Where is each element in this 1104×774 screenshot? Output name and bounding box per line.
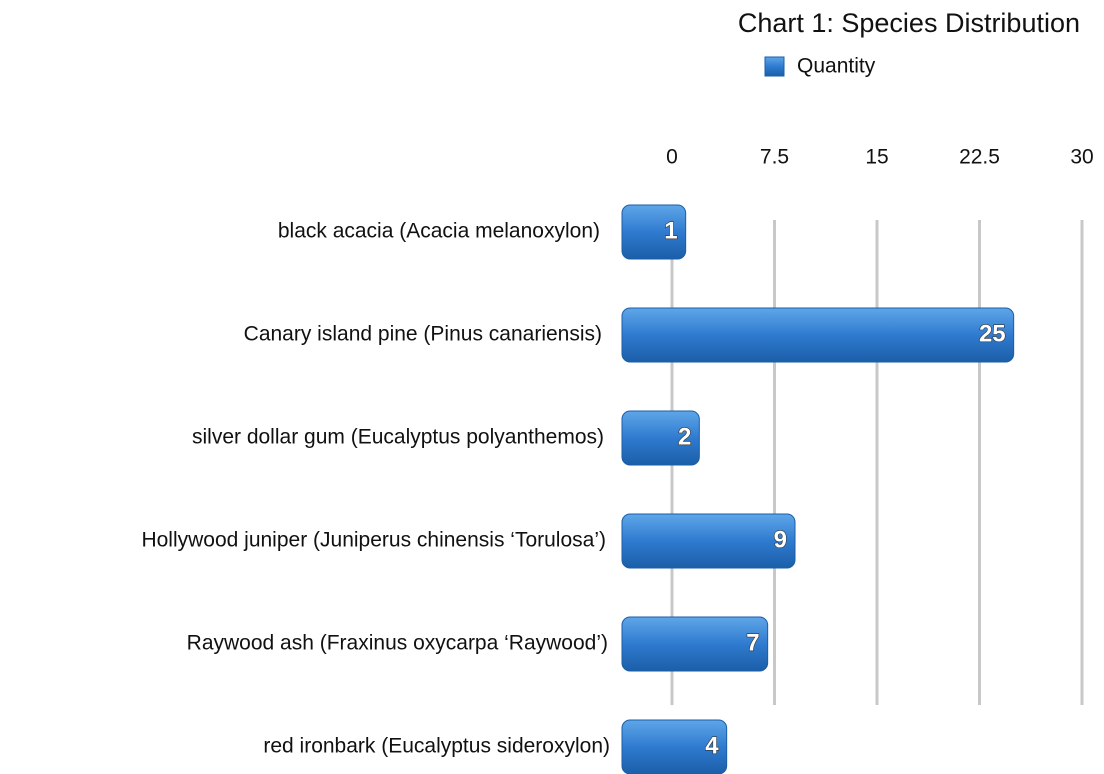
x-tick-label: 30 [1070, 146, 1093, 169]
x-tick-label: 22.5 [959, 146, 1000, 169]
bar [621, 719, 728, 774]
y-tick-label: Raywood ash (Fraxinus oxycarpa ‘Raywood’… [187, 632, 608, 655]
bar [621, 204, 687, 260]
value-label: 25 [979, 320, 1006, 347]
bar [621, 410, 700, 466]
y-tick-label: silver dollar gum (Eucalyptus polyanthem… [192, 426, 604, 449]
bar [621, 307, 1015, 363]
y-tick-label: black acacia (Acacia melanoxylon) [278, 220, 600, 243]
y-tick-label: Hollywood juniper (Juniperus chinensis ‘… [141, 529, 606, 552]
value-label: 4 [705, 732, 719, 759]
legend-swatch [764, 56, 785, 77]
x-tick-label: 7.5 [760, 146, 789, 169]
value-label: 9 [774, 526, 787, 553]
chart-title: Chart 1: Species Distribution [738, 8, 1080, 38]
value-label: 7 [746, 629, 759, 656]
y-tick-label: red ironbark (Eucalyptus sideroxylon) [263, 735, 610, 758]
value-label: 1 [664, 217, 677, 244]
value-label: 2 [678, 423, 691, 450]
x-tick-label: 0 [666, 146, 678, 169]
y-tick-label: Canary island pine (Pinus canariensis) [244, 323, 602, 346]
bar [621, 616, 769, 672]
x-tick-label: 15 [865, 146, 888, 169]
bar [621, 513, 796, 569]
legend-label: Quantity [797, 55, 876, 78]
